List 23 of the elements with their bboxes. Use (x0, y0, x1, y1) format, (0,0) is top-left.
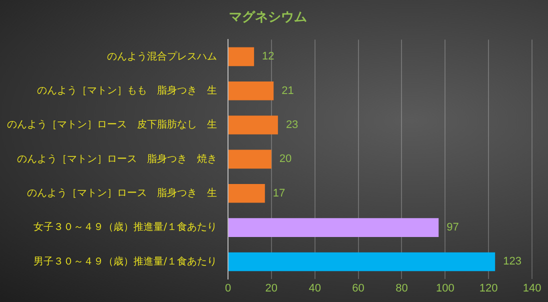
x-tick-label: 80 (396, 282, 408, 294)
x-tick-label: 140 (522, 282, 542, 294)
y-tick-label: のんよう［マトン］ロース 脂身つき 焼き (17, 152, 217, 165)
y-tick-label: 男子３０～４９（歳）推進量/１食あたり (34, 255, 217, 268)
data-label: 17 (272, 187, 286, 200)
x-tick-label: 0 (224, 282, 232, 294)
data-label: 23 (286, 119, 298, 132)
data-label: 97 (446, 222, 459, 234)
x-tick-label: 60 (352, 282, 364, 294)
y-tick-label: のんよう［マトン］ロース 皮下脂肪なし 生 (7, 118, 217, 131)
y-tick-label: のんよう［マトン］もも 脂身つき 生 (37, 84, 217, 96)
chart-title: マグネシウム (229, 10, 307, 26)
y-tick-label: 女子３０～４９（歳）推進量/１食あたり (34, 221, 217, 234)
x-tick-label: 40 (308, 282, 321, 294)
data-label: 12 (262, 50, 274, 63)
y-tick-label: のんよう混合プレスハム (107, 50, 217, 62)
x-tick-label: 20 (265, 282, 278, 294)
x-tick-label: 100 (436, 282, 454, 294)
data-label: 20 (279, 153, 292, 166)
y-tick-label: のんよう［マトン］ロース 脂身つき 生 (27, 186, 217, 199)
x-tick-label: 120 (479, 282, 498, 294)
data-label: 21 (282, 84, 294, 97)
data-label: 123 (503, 256, 522, 268)
